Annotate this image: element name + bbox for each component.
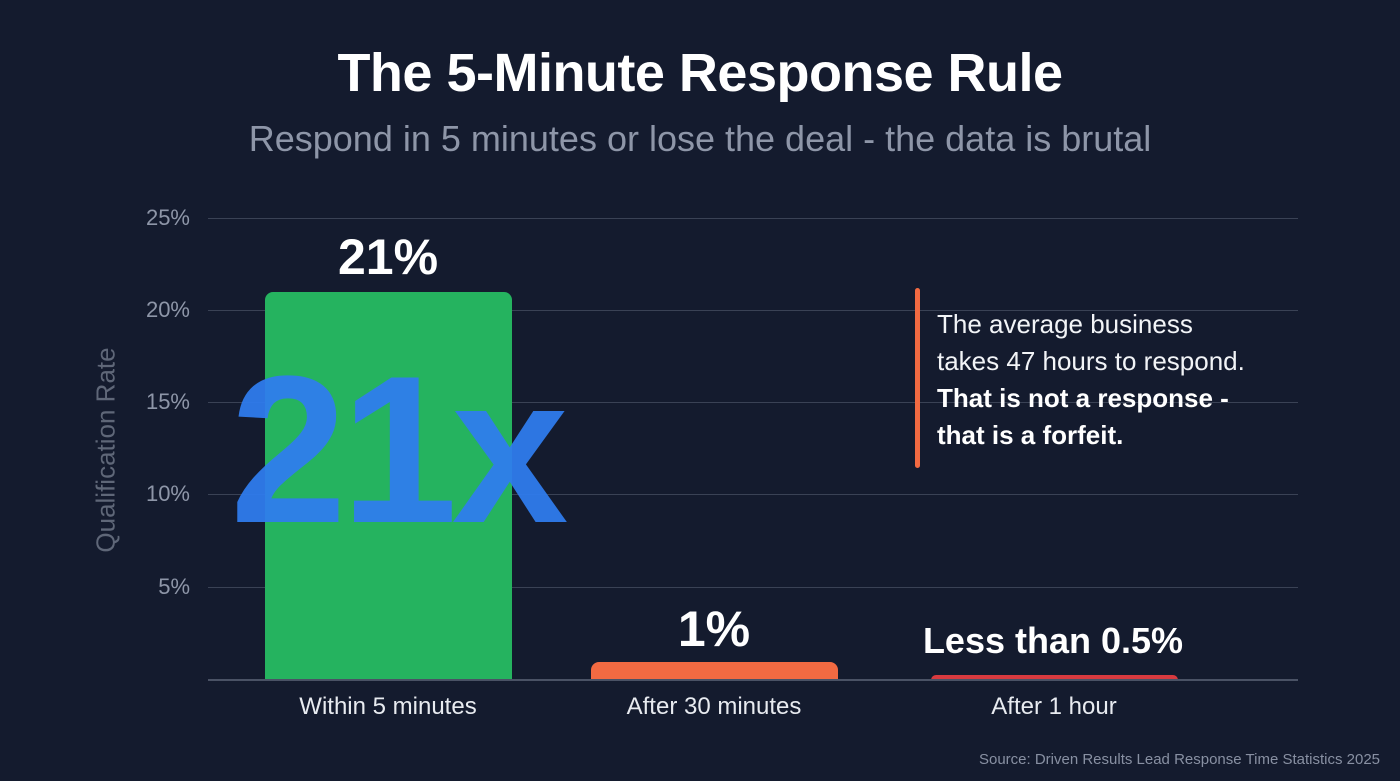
callout-accent-bar: [915, 288, 920, 468]
x-axis-line: [208, 679, 1298, 681]
gridline-20: [208, 310, 1298, 311]
multiplier-annotation: 21x: [230, 332, 568, 567]
gridline-15: [208, 402, 1298, 403]
callout-bold-line: that is a forfeit.: [937, 417, 1317, 454]
chart-subtitle: Respond in 5 minutes or lose the deal - …: [248, 118, 1152, 159]
y-tick: 15%: [145, 389, 190, 414]
callout-text: The average business takes 47 hours to r…: [937, 306, 1317, 454]
bar-after-1-hour: [931, 675, 1178, 680]
gridline-25: [208, 218, 1298, 219]
y-tick: 20%: [145, 297, 190, 322]
gridline-5: [208, 587, 1298, 588]
callout-line: The average business: [937, 309, 1193, 339]
callout-bold-text: That is not a response -: [937, 383, 1229, 413]
x-category-label: After 30 minutes: [626, 693, 802, 720]
x-category-label: After 1 hour: [991, 693, 1117, 720]
y-tick: 5%: [158, 574, 190, 599]
chart-title: The 5-Minute Response Rule: [337, 43, 1063, 103]
callout-line: takes 47 hours to respond.: [937, 346, 1245, 376]
bar-within-5-minutes: [265, 292, 512, 680]
bar-value-label: 1%: [677, 601, 751, 657]
gridline-10: [208, 494, 1298, 495]
x-category-label: Within 5 minutes: [299, 693, 477, 720]
y-axis-label: Qualification Rate: [90, 347, 121, 553]
callout-bold-line: That is not a response -: [937, 380, 1317, 417]
source-note: Source: Driven Results Lead Response Tim…: [978, 751, 1380, 768]
callout-bold-text: that is a forfeit.: [937, 420, 1124, 450]
bar-value-label: 21%: [337, 229, 439, 285]
bar-value-label: Less than 0.5%: [922, 620, 1184, 661]
y-tick: 10%: [145, 481, 190, 506]
bar-after-30-minutes: [591, 662, 838, 680]
y-tick: 25%: [145, 205, 190, 230]
